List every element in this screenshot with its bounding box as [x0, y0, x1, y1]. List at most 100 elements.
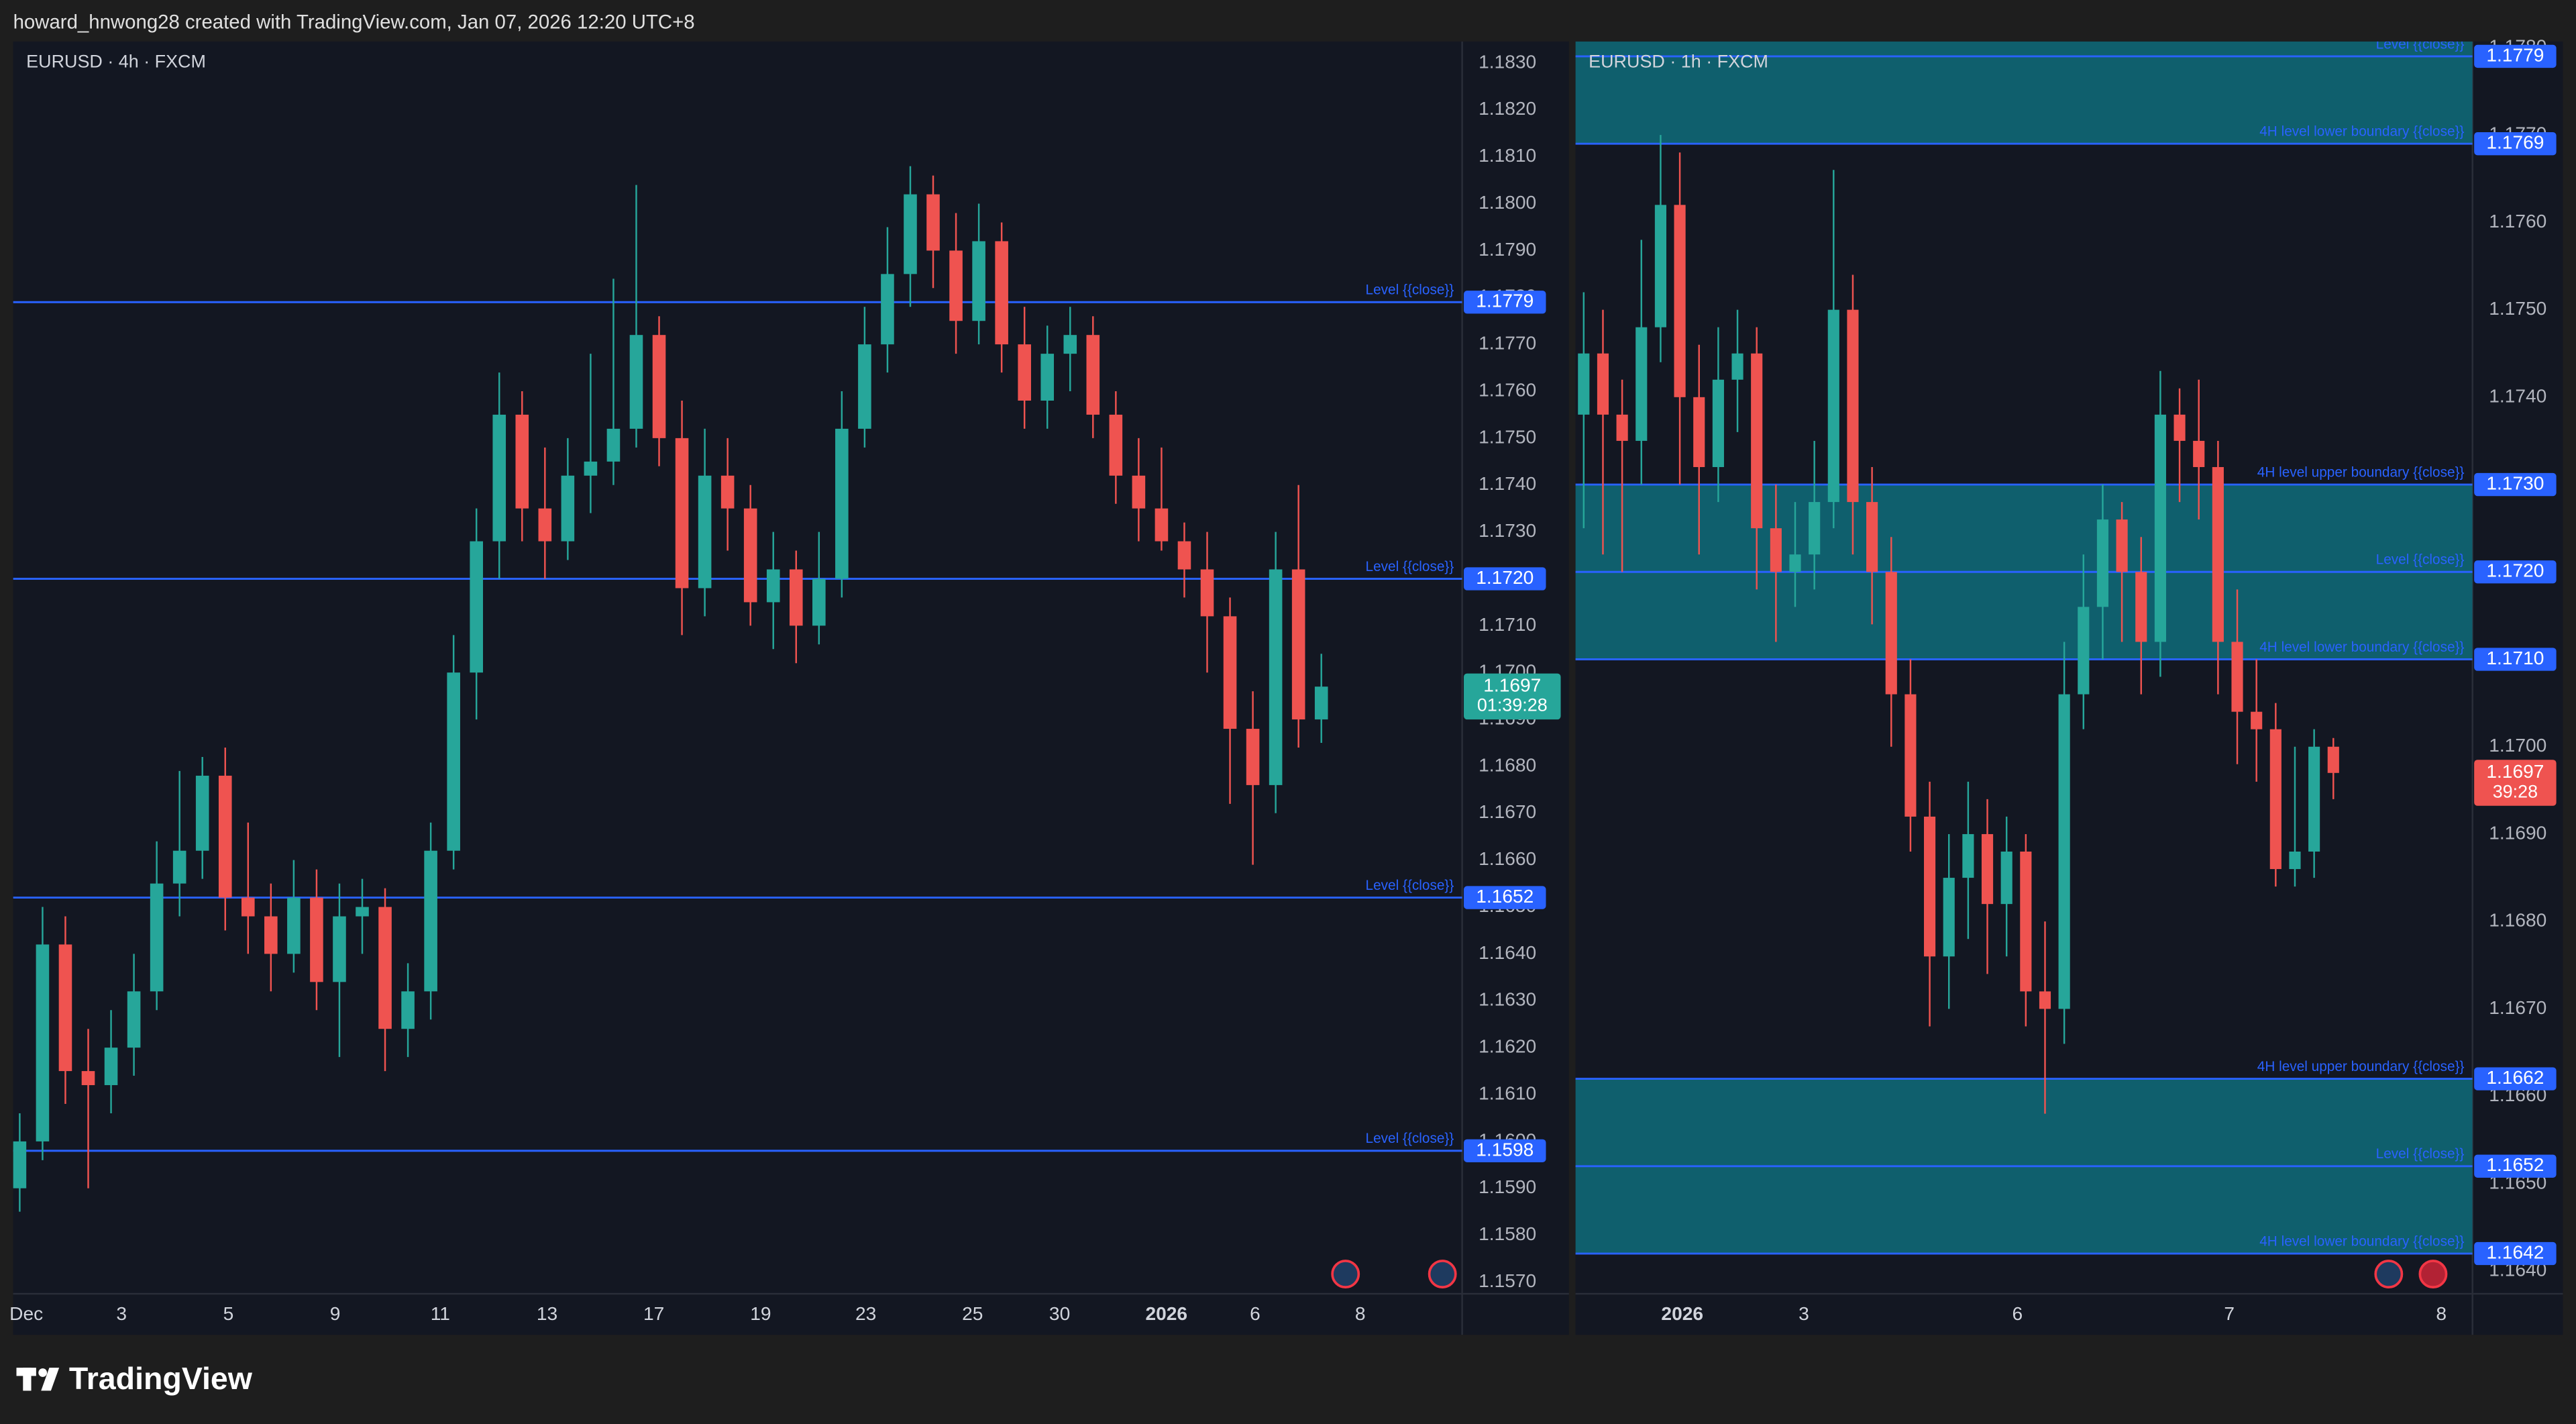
x-tick-label: 3 — [1799, 1303, 1809, 1324]
y-tick-label: 1.1630 — [1479, 989, 1536, 1010]
candle-body — [1109, 414, 1123, 476]
candle-body — [1693, 397, 1705, 468]
candle-body — [926, 194, 940, 251]
y-tick-label: 1.1770 — [1479, 333, 1536, 354]
candle-body — [2174, 414, 2186, 441]
candle-body — [2135, 572, 2147, 642]
y-tick-label: 1.1750 — [2489, 298, 2546, 319]
y-tick-label: 1.1710 — [1479, 614, 1536, 635]
plot-area: Level {{close}} Level {{close}} Level {{cl… — [13, 166, 1462, 1212]
candle-body — [356, 907, 369, 917]
candle-body — [789, 569, 803, 626]
candle-body — [1827, 309, 1839, 503]
countdown-label: 39:28 — [2493, 781, 2538, 801]
y-tick-label: 1.1680 — [1479, 754, 1536, 775]
level-badge-label: 1.1710 — [2486, 648, 2544, 668]
level-text: Level {{close}} — [1366, 283, 1454, 298]
y-tick-label: 1.1590 — [1479, 1176, 1536, 1197]
x-tick-label: 3 — [116, 1303, 127, 1324]
x-tick-label: 6 — [2012, 1303, 2023, 1324]
x-tick-label: 6 — [1250, 1303, 1260, 1324]
candle-body — [995, 241, 1008, 345]
level-badge-label: 1.1652 — [1476, 886, 1534, 907]
logo-shape — [41, 1368, 60, 1391]
candle-body — [515, 414, 529, 509]
level-badge — [1464, 886, 1546, 909]
y-tick-label: 1.1790 — [1479, 239, 1536, 260]
candle-body — [1924, 816, 1936, 957]
candle-body — [1943, 878, 1955, 957]
candle-body — [949, 250, 963, 321]
candle-body — [1578, 353, 1590, 415]
candle-body — [2231, 642, 2243, 712]
candle-body — [58, 944, 72, 1072]
candle-body — [1809, 502, 1821, 555]
candle-body — [1155, 508, 1169, 542]
candle-body — [264, 916, 278, 954]
candle-body — [470, 541, 483, 673]
logo-shape — [38, 1368, 48, 1377]
candle-body — [310, 897, 323, 982]
plot-area: Level {{close}} 4H level lower boundary {… — [1575, 36, 2473, 1255]
y-tick-label: 1.1820 — [1479, 98, 1536, 119]
event-icon[interactable] — [1331, 1260, 1360, 1288]
footer-logo — [16, 1368, 60, 1391]
candle-body — [1654, 205, 1666, 327]
level-text: Level {{close}} — [2376, 36, 2465, 52]
last-price-badge — [2474, 760, 2557, 806]
chart-title: EURUSD · 1h · FXCM — [1589, 52, 1768, 72]
candle-body — [1314, 686, 1328, 720]
level-badge-label: 1.1662 — [2486, 1067, 2544, 1088]
event-icon[interactable] — [2374, 1260, 2404, 1288]
candle-body — [2327, 746, 2339, 773]
candle-body — [1597, 353, 1609, 415]
candle-body — [1269, 569, 1283, 785]
footer-brand: TradingView — [69, 1361, 253, 1396]
candle-body — [675, 438, 689, 589]
candle-body — [2289, 852, 2301, 870]
candle-body — [492, 414, 506, 542]
last-price-badge — [1464, 673, 1561, 720]
y-tick-label: 1.1610 — [1479, 1082, 1536, 1103]
y-tick-label: 1.1670 — [2489, 997, 2546, 1018]
candle-body — [561, 475, 575, 542]
candle-body — [2251, 711, 2263, 729]
candle-body — [2020, 852, 2032, 992]
zone — [1575, 41, 2473, 144]
y-tick-label: 1.1670 — [1479, 801, 1536, 822]
chart: Level {{close}} 4H level lower boundary {… — [1575, 36, 2557, 1324]
last-price-label: 1.1697 — [1483, 675, 1541, 696]
candle-body — [401, 991, 415, 1029]
candle-body — [241, 897, 255, 917]
left-panel — [13, 41, 1569, 1335]
countdown-label: 01:39:28 — [1477, 695, 1548, 715]
y-tick-label: 1.1680 — [2489, 910, 2546, 931]
candle-body — [2193, 440, 2205, 468]
level-badge — [1464, 291, 1546, 314]
y-tick-label: 1.1660 — [1479, 848, 1536, 869]
event-icon[interactable] — [2418, 1260, 2448, 1288]
candle-body — [1789, 554, 1801, 572]
candle-body — [36, 944, 50, 1141]
level-badge-label: 1.1720 — [2486, 560, 2544, 581]
x-tick-label: 8 — [2436, 1303, 2447, 1324]
candle-body — [1200, 569, 1214, 617]
event-icon[interactable] — [1428, 1260, 1457, 1288]
x-tick-label: 17 — [643, 1303, 664, 1324]
level-text: 4H level lower boundary {{close}} — [2259, 1233, 2464, 1249]
level-badge — [2474, 472, 2557, 497]
candle-body — [1177, 541, 1191, 570]
y-tick-label: 1.1810 — [1479, 145, 1536, 166]
level-badge — [2474, 132, 2557, 156]
candle-body — [13, 1141, 27, 1188]
x-tick-label: 7 — [2224, 1303, 2235, 1324]
candle-body — [424, 850, 437, 992]
candle-body — [652, 335, 666, 438]
level-badge — [2474, 44, 2557, 68]
candle-body — [1086, 335, 1100, 415]
candle-body — [629, 335, 643, 429]
candle-body — [447, 672, 460, 851]
level-badge-label: 1.1652 — [2486, 1154, 2544, 1175]
candle-body — [904, 194, 917, 274]
